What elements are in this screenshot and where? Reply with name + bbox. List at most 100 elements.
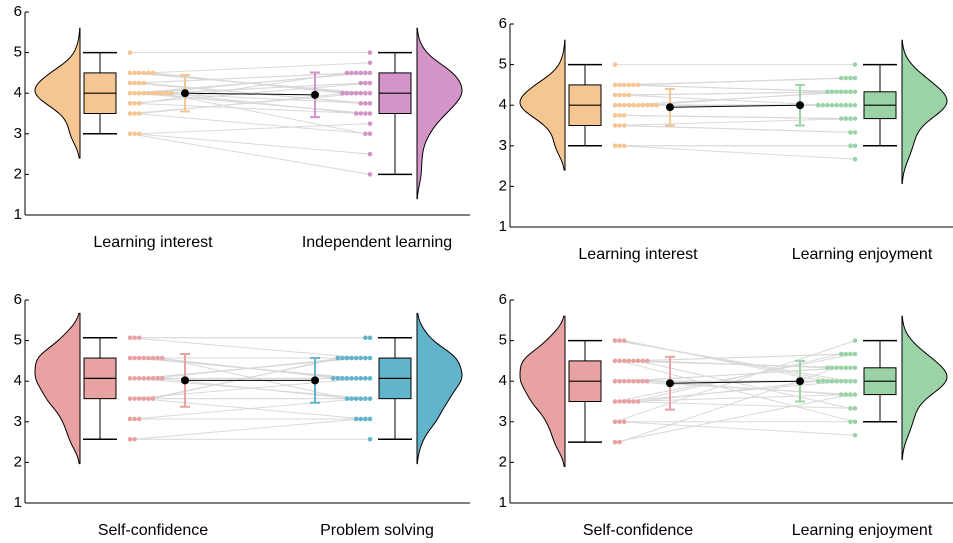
point [141,355,147,361]
y-tick-label: 2 [499,453,507,470]
point [612,439,618,445]
y-tick-label: 1 [14,494,22,511]
panel: 1 2 3 4 5 6 Learning interest Learning enjoymen… [499,15,953,263]
point [127,396,133,401]
point [631,82,636,88]
point [838,365,844,371]
y-tick-label: 1 [499,218,507,235]
y-tick-label: 3 [499,413,507,430]
point [363,355,368,361]
point [132,436,137,442]
pair-line [171,82,361,94]
y-tick-label: 3 [499,137,507,154]
violin [416,312,463,465]
point [340,90,345,96]
point [838,116,844,121]
pair-line [614,118,856,126]
mean-point [666,379,674,388]
point [132,355,137,361]
pair-line [633,77,842,86]
point [127,80,133,86]
pair-line [139,72,348,104]
x-tick-label: Problem solving [320,522,434,538]
point [367,172,373,177]
violin [901,39,948,185]
point [654,102,659,108]
pair-line [157,357,338,379]
point [335,355,341,361]
pair-line [628,394,846,402]
pair-line [624,401,856,409]
point [367,355,373,361]
point [127,335,133,341]
violin [416,27,463,200]
point [838,351,844,357]
point [127,90,133,96]
violin [519,39,566,171]
point [146,355,151,361]
point [132,80,137,86]
point [358,416,364,422]
pair-line [162,92,366,135]
point [127,416,133,422]
point [825,102,830,108]
point [621,113,627,118]
point [136,396,142,401]
point [367,50,373,55]
violin [34,27,81,159]
point [363,90,368,96]
y-tick-label: 4 [499,96,507,113]
point [848,406,853,411]
point [848,102,853,108]
point [358,376,364,381]
point [644,378,650,384]
mean-line [184,92,316,96]
point [367,101,373,106]
mean-point [796,377,804,386]
pair-line [647,91,837,106]
point [146,396,151,401]
point [843,365,849,371]
pair-line [633,353,842,402]
pair-line [647,360,828,369]
point [136,90,142,96]
point [612,82,618,88]
point [363,335,368,341]
point [150,70,156,76]
point [635,378,641,384]
point [617,399,622,404]
point [353,111,359,116]
point [838,378,844,384]
point [635,358,641,364]
pair-line [134,418,361,440]
point [617,102,622,108]
point [363,376,368,381]
point [852,62,858,67]
point [367,335,373,341]
point [848,392,853,397]
point [626,92,632,98]
pair-line [619,380,846,402]
point [340,355,345,361]
mean-point [181,376,189,385]
point [621,123,627,128]
point [852,102,858,108]
point [141,90,147,96]
point [635,82,641,88]
point [834,378,839,384]
violin [519,315,566,467]
point [621,143,627,149]
pair-line [129,133,371,175]
x-tick-label: Learning interest [93,234,213,251]
point [612,92,618,98]
pair-line [134,113,371,135]
point [349,70,354,76]
point [353,90,359,96]
point [617,82,622,88]
point [127,355,133,361]
point [852,419,858,425]
pair-line [624,125,851,133]
point [363,101,368,106]
point [852,406,858,411]
x-tick-label: Learning enjoyment [792,246,933,263]
